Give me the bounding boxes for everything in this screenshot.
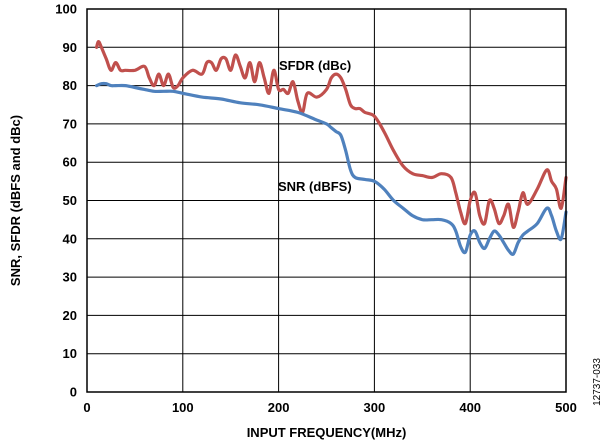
- x-tick-label: 0: [83, 400, 90, 415]
- y-tick-label: 100: [55, 2, 77, 17]
- x-tick-label: 400: [459, 400, 481, 415]
- series-line-snr: [95, 81, 568, 256]
- y-tick-label: 10: [63, 346, 77, 361]
- x-tick-label: 200: [268, 400, 290, 415]
- series-label-snr: SNR (dBFS): [278, 179, 352, 194]
- figure-id: 12737-033: [592, 358, 603, 406]
- y-tick-label: 20: [63, 308, 77, 323]
- y-axis-title: SNR, SFDR (dBFS and dBc): [8, 115, 23, 286]
- plot-frame: [86, 8, 567, 393]
- x-axis-title: INPUT FREQUENCY(MHz): [247, 425, 407, 440]
- y-tick-label: 40: [63, 231, 77, 246]
- y-tick-label: 60: [63, 155, 77, 170]
- y-tick-label: 70: [63, 116, 77, 131]
- x-tick-label: 500: [555, 400, 577, 415]
- y-tick-label: 30: [63, 270, 77, 285]
- y-tick-label: 50: [63, 193, 77, 208]
- y-tick-label: 80: [63, 78, 77, 93]
- series-label-sfdr: SFDR (dBc): [279, 58, 351, 73]
- x-tick-label: 300: [364, 400, 386, 415]
- y-tick-label: 0: [70, 385, 77, 400]
- x-tick-label: 100: [172, 400, 194, 415]
- series-line-sfdr: [95, 40, 568, 229]
- y-tick-label: 90: [63, 40, 77, 55]
